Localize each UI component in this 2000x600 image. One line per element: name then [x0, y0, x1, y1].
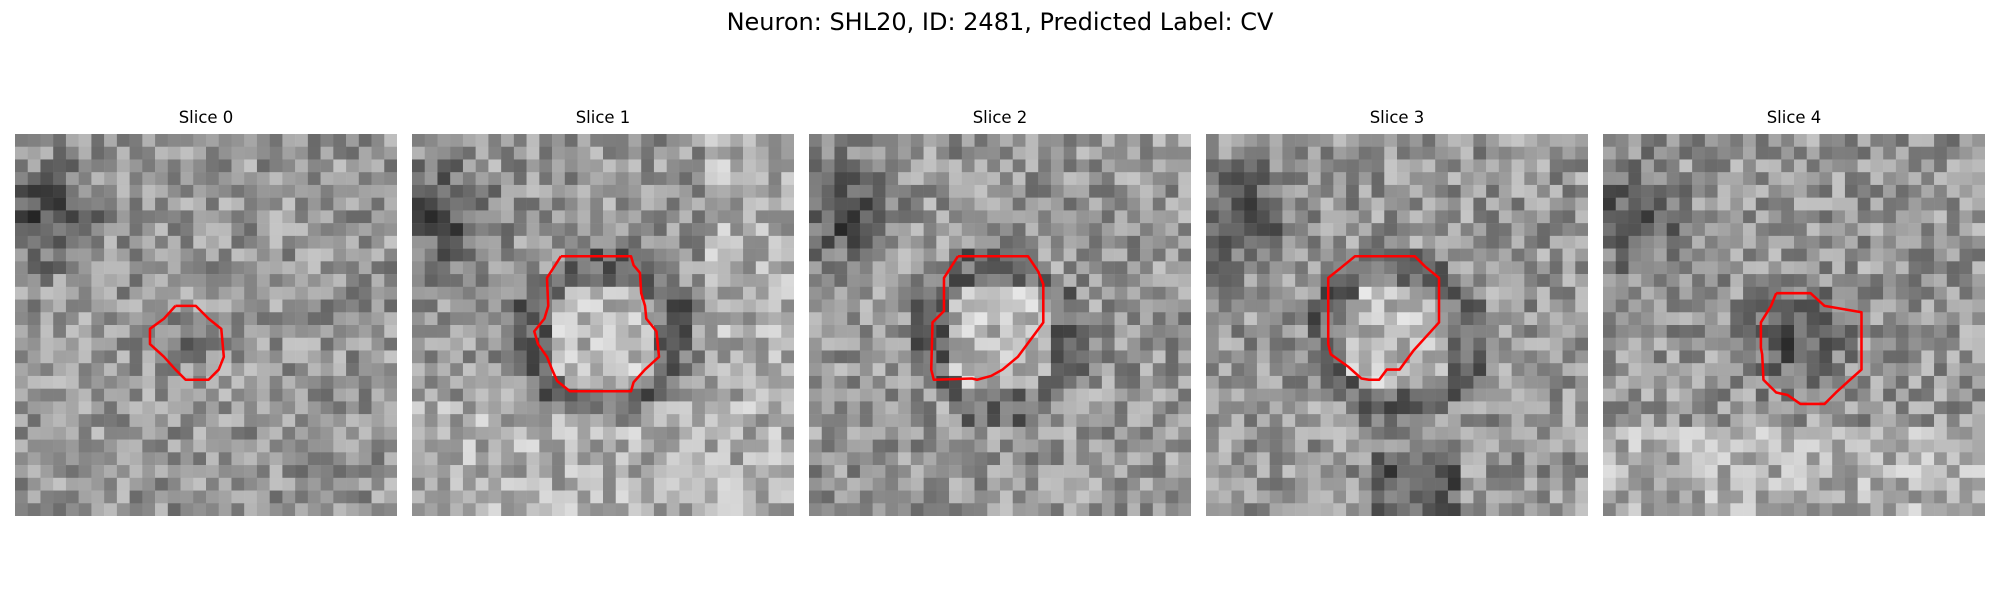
slice-title: Slice 0	[178, 108, 234, 127]
slice-image	[1206, 134, 1588, 516]
slice-panel-0: Slice 0	[15, 108, 397, 516]
slice-image	[412, 134, 794, 516]
slice-title: Slice 1	[575, 108, 631, 127]
figure-title: Neuron: SHL20, ID: 2481, Predicted Label…	[726, 8, 1274, 36]
slice-panel-2: Slice 2	[809, 108, 1191, 516]
slice-title: Slice 3	[1369, 108, 1425, 127]
slice-title: Slice 2	[972, 108, 1028, 127]
slice-image	[809, 134, 1191, 516]
slice-title: Slice 4	[1766, 108, 1822, 127]
slice-image	[15, 134, 397, 516]
slice-panel-4: Slice 4	[1603, 108, 1985, 516]
slice-image	[1603, 134, 1985, 516]
slice-panel-3: Slice 3	[1206, 108, 1588, 516]
slice-panel-1: Slice 1	[412, 108, 794, 516]
